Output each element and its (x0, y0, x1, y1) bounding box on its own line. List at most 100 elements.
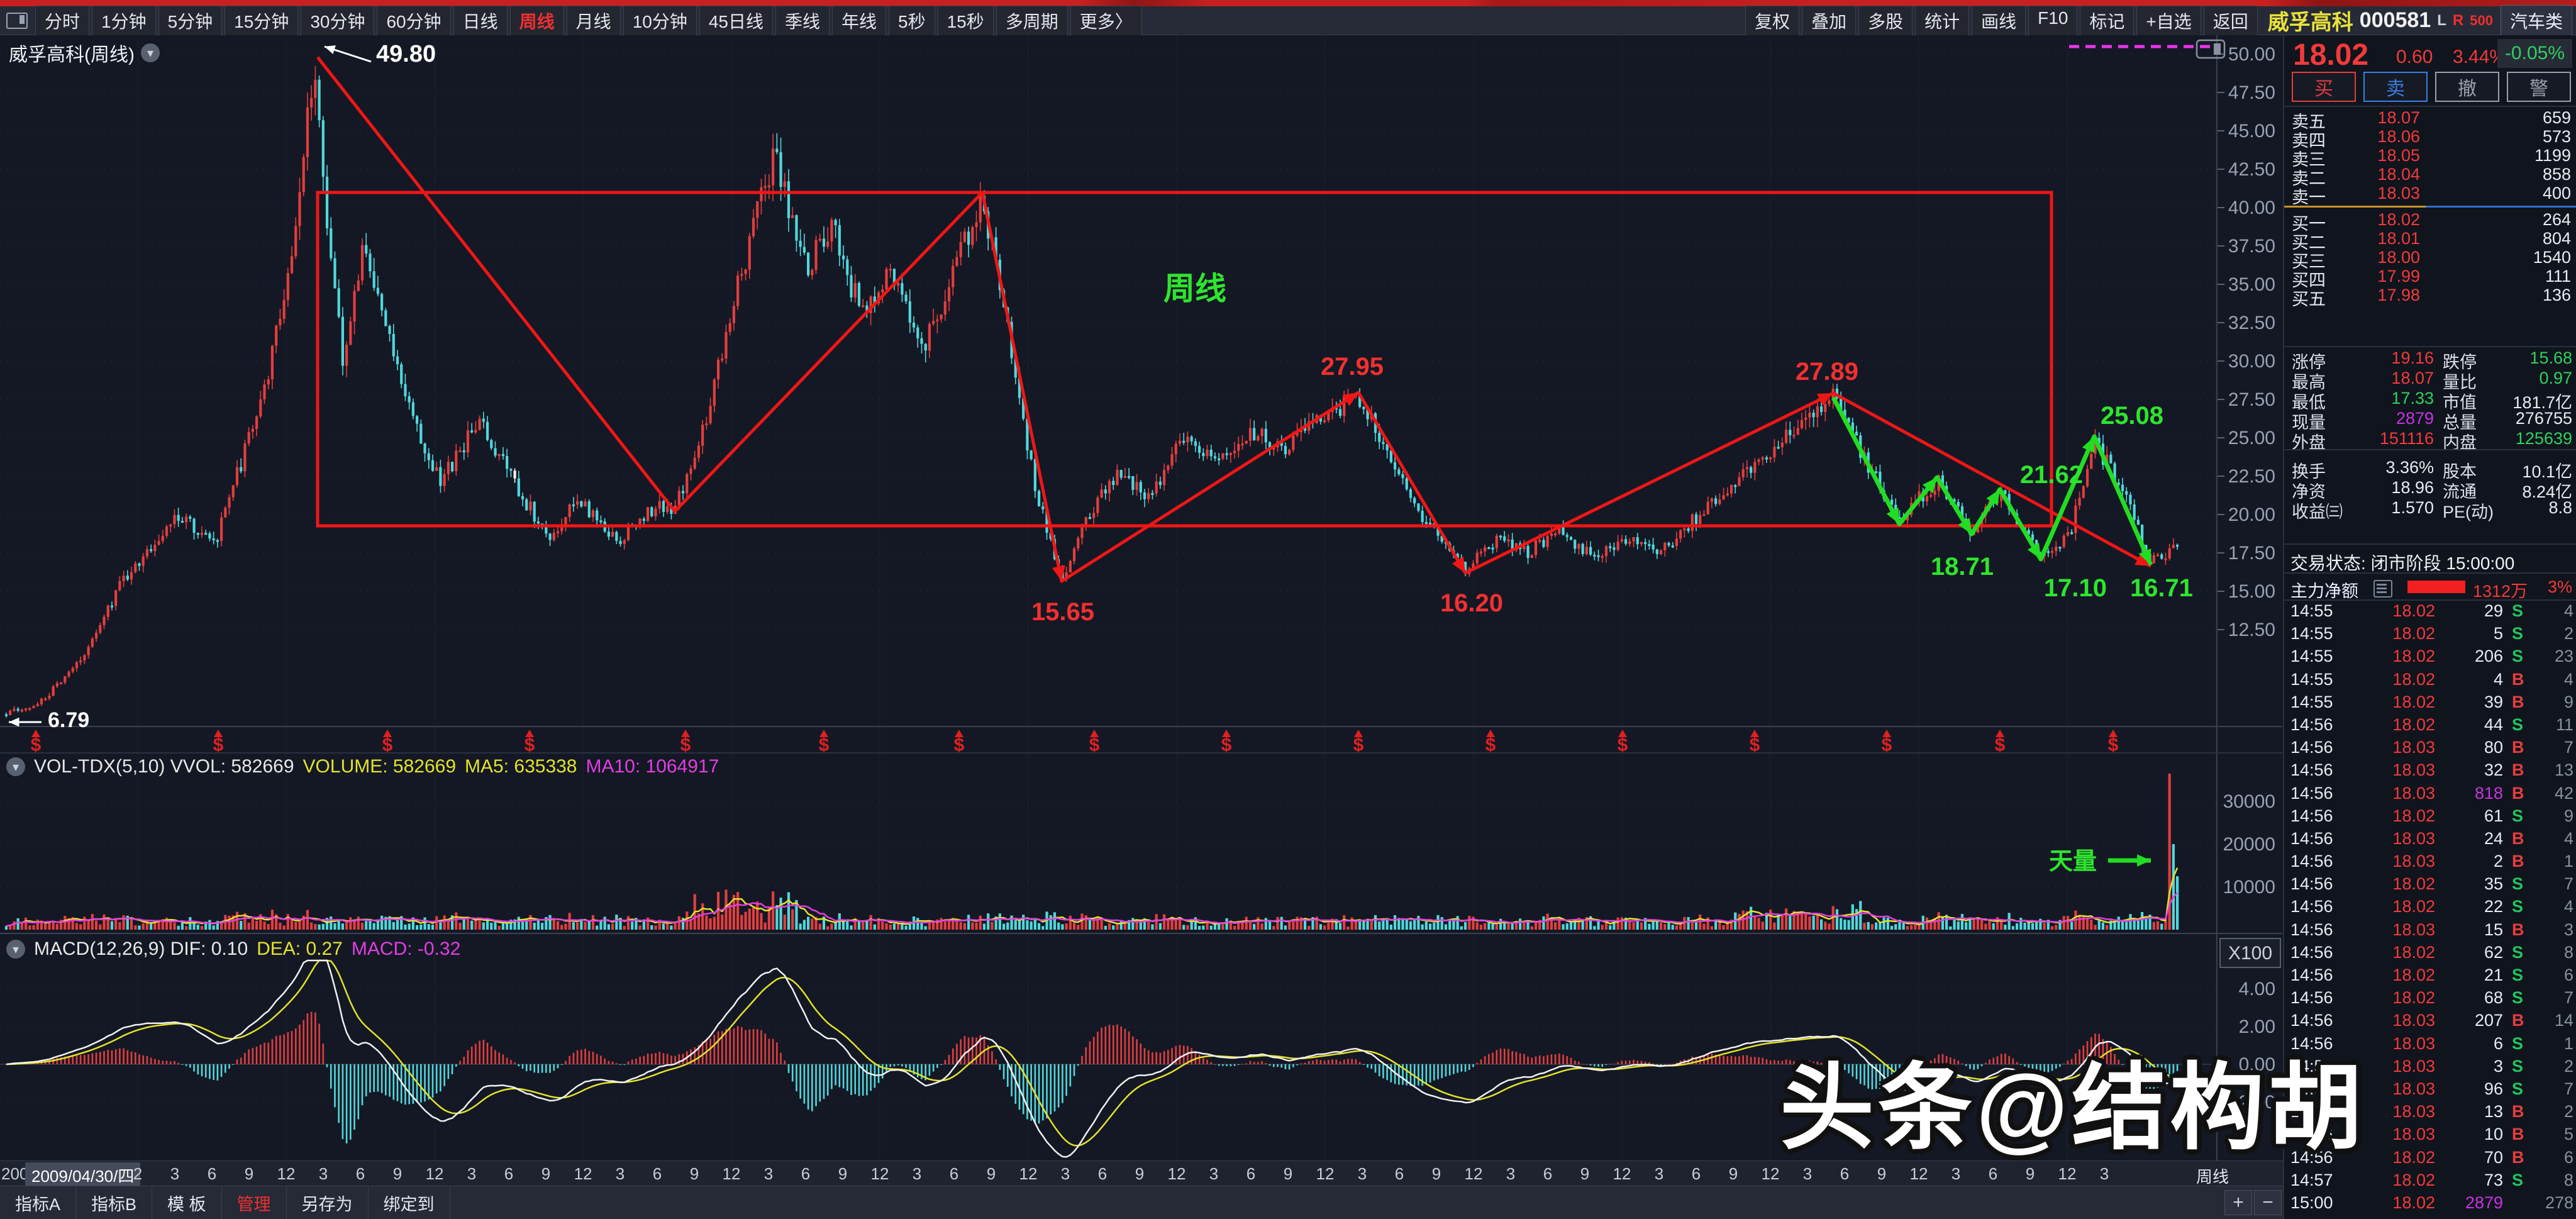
chevron-down-icon[interactable]: ▾ (140, 43, 160, 62)
macd-hist-bar (142, 1055, 144, 1064)
period-button-更多〉[interactable]: 更多〉 (1070, 5, 1142, 36)
sell-level-row[interactable]: 卖三 18.05 1199 (2284, 146, 2576, 169)
candle-body (857, 282, 861, 306)
watermark: 头条@结构胡 (1780, 1055, 2367, 1161)
period-button-60分钟[interactable]: 60分钟 (377, 5, 451, 36)
action-button-叠加[interactable]: 叠加 (1802, 5, 1857, 36)
trade-row[interactable]: 14:55 18.02 5 S 2 (2284, 624, 2576, 647)
period-button-10分钟[interactable]: 10分钟 (623, 5, 697, 36)
volume-bar (1378, 921, 1381, 930)
period-button-1分钟[interactable]: 1分钟 (92, 5, 156, 36)
tab-另存为[interactable]: 另存为 (287, 1186, 369, 1219)
trade-row[interactable]: 14:56 18.02 70 B 6 (2284, 1148, 2576, 1171)
action-button-标记[interactable]: 标记 (2080, 5, 2135, 36)
action-button-画线[interactable]: 画线 (1972, 5, 2026, 36)
trade-row[interactable]: 14:56 18.02 61 S 9 (2284, 806, 2576, 829)
candle-body (2031, 534, 2035, 540)
volume-bar (1597, 920, 1600, 930)
macd-hist-bar (2157, 1064, 2159, 1088)
category-button[interactable]: 汽车类 (2500, 4, 2572, 36)
tab-模 板[interactable]: 模 板 (152, 1186, 222, 1219)
trade-row[interactable]: 14:56 18.02 22 S 4 (2284, 897, 2576, 920)
action-button-复权[interactable]: 复权 (1745, 5, 1800, 36)
trade-row[interactable]: 14:56 18.02 62 S 8 (2284, 943, 2576, 966)
trade-row[interactable]: 14:56 18.03 13 B 2 (2284, 1102, 2576, 1125)
volume-bar (920, 923, 923, 930)
trade-row[interactable]: 14:56 18.03 32 B 13 (2284, 760, 2576, 783)
zoom-out-button[interactable]: − (2254, 1190, 2282, 1215)
trade-row[interactable]: 14:55 18.02 39 B 9 (2284, 693, 2576, 715)
sell-level-row[interactable]: 卖五 18.07 659 (2284, 108, 2576, 131)
trade-row[interactable]: 14:56 18.03 10 B 5 (2284, 1125, 2576, 1147)
trade-row[interactable]: 14:56 18.03 80 B 7 (2284, 738, 2576, 760)
period-button-45日线[interactable]: 45日线 (699, 5, 773, 36)
sell-level-row[interactable]: 卖四 18.06 573 (2284, 127, 2576, 150)
tab-指标A[interactable]: 指标A (0, 1186, 77, 1219)
action-button-统计[interactable]: 统计 (1915, 5, 1970, 36)
buy-level-row[interactable]: 买一 18.02 264 (2284, 210, 2576, 233)
window-panel-icon[interactable] (6, 12, 28, 29)
chevron-down-icon[interactable]: ▾ (6, 757, 25, 776)
trade-row[interactable]: 14:55 18.02 29 S 4 (2284, 601, 2576, 624)
candle-body (447, 462, 450, 474)
trade-button-买[interactable]: 买 (2292, 72, 2356, 102)
action-button-F10[interactable]: F10 (2028, 5, 2078, 36)
trade-row[interactable]: 14:56 18.03 3 S 2 (2284, 1057, 2576, 1079)
trade-row[interactable]: 14:55 18.02 4 B 4 (2284, 670, 2576, 693)
period-button-分时[interactable]: 分时 (35, 5, 90, 36)
trade-row[interactable]: 14:57 18.02 73 S 8 (2284, 1171, 2576, 1193)
tab-指标B[interactable]: 指标B (76, 1186, 153, 1219)
volume-bar (337, 919, 340, 930)
period-button-周线[interactable]: 周线 (509, 5, 564, 36)
trade-row[interactable]: 14:56 18.03 96 S 7 (2284, 1079, 2576, 1102)
period-button-30分钟[interactable]: 30分钟 (301, 5, 375, 36)
buy-level-row[interactable]: 买五 17.98 136 (2284, 286, 2576, 309)
buy-level-row[interactable]: 买二 18.01 804 (2284, 229, 2576, 252)
period-button-15分钟[interactable]: 15分钟 (225, 5, 299, 36)
trade-row[interactable]: 14:56 18.02 35 S 7 (2284, 874, 2576, 897)
date-axis[interactable]: 200 2009/04/30/四 周线 2 3 6 9 12 3 6 9 12 3 6 9 12 3 6 9 1… (0, 1161, 2283, 1188)
period-button-5分钟[interactable]: 5分钟 (158, 5, 223, 36)
chart-canvas[interactable]: 50.0047.5045.0042.5040.0037.5035.0032.50… (0, 35, 2283, 1161)
trade-row[interactable]: 14:56 18.03 818 B 42 (2284, 784, 2576, 806)
volume-unit-box (2219, 938, 2281, 968)
action-button-+自选[interactable]: +自选 (2136, 5, 2201, 36)
zoom-in-button[interactable]: + (2224, 1190, 2252, 1215)
macd-hist-bar (271, 1039, 274, 1064)
sell-level-row[interactable]: 卖二 18.04 858 (2284, 165, 2576, 188)
trade-button-卖[interactable]: 卖 (2363, 72, 2428, 102)
trade-row[interactable]: 14:55 18.02 206 S 23 (2284, 647, 2576, 669)
candle-body (1225, 453, 1228, 455)
buy-level-row[interactable]: 买三 18.00 1540 (2284, 248, 2576, 271)
trade-row[interactable]: 14:56 18.03 2 B 1 (2284, 852, 2576, 874)
trade-row[interactable]: 14:56 18.03 207 B 14 (2284, 1011, 2576, 1033)
period-button-日线[interactable]: 日线 (453, 5, 508, 36)
macd-hist-bar (784, 1060, 786, 1064)
trade-button-警[interactable]: 警 (2507, 72, 2571, 102)
tab-绑定到[interactable]: 绑定到 (369, 1186, 450, 1219)
trade-button-撤[interactable]: 撤 (2435, 72, 2499, 102)
period-button-年线[interactable]: 年线 (832, 5, 887, 36)
action-button-返回[interactable]: 返回 (2203, 5, 2258, 36)
period-button-多周期[interactable]: 多周期 (996, 5, 1068, 36)
trade-row[interactable]: 14:56 18.02 21 S 6 (2284, 966, 2576, 988)
period-button-5秒[interactable]: 5秒 (889, 5, 935, 36)
buy-level-row[interactable]: 买四 17.99 111 (2284, 267, 2576, 290)
volume-bar (1456, 916, 1459, 930)
period-button-季线[interactable]: 季线 (775, 5, 830, 36)
trade-row[interactable]: 14:56 18.02 44 S 11 (2284, 715, 2576, 738)
trade-row[interactable]: 14:56 18.03 24 B 4 (2284, 829, 2576, 852)
trade-row[interactable]: 14:56 18.03 6 S 1 (2284, 1034, 2576, 1057)
trade-row[interactable]: 15:00 18.02 2879 278 (2284, 1193, 2576, 1216)
chevron-down-icon[interactable]: ▾ (6, 940, 25, 959)
action-button-多股[interactable]: 多股 (1858, 5, 1913, 36)
trade-row[interactable]: 14:56 18.02 68 S 7 (2284, 988, 2576, 1011)
macd-header-part-0: MACD(12,26,9) DIF: 0.10 (34, 938, 248, 959)
volume-bar (748, 908, 751, 930)
trade-row[interactable]: 14:56 18.03 15 B 3 (2284, 920, 2576, 943)
tab-管理[interactable]: 管理 (222, 1186, 287, 1219)
list-icon[interactable] (2373, 580, 2392, 598)
period-button-15秒[interactable]: 15秒 (937, 5, 994, 36)
period-button-月线[interactable]: 月线 (566, 5, 621, 36)
sell-level-row[interactable]: 卖一 18.03 400 (2284, 184, 2576, 207)
